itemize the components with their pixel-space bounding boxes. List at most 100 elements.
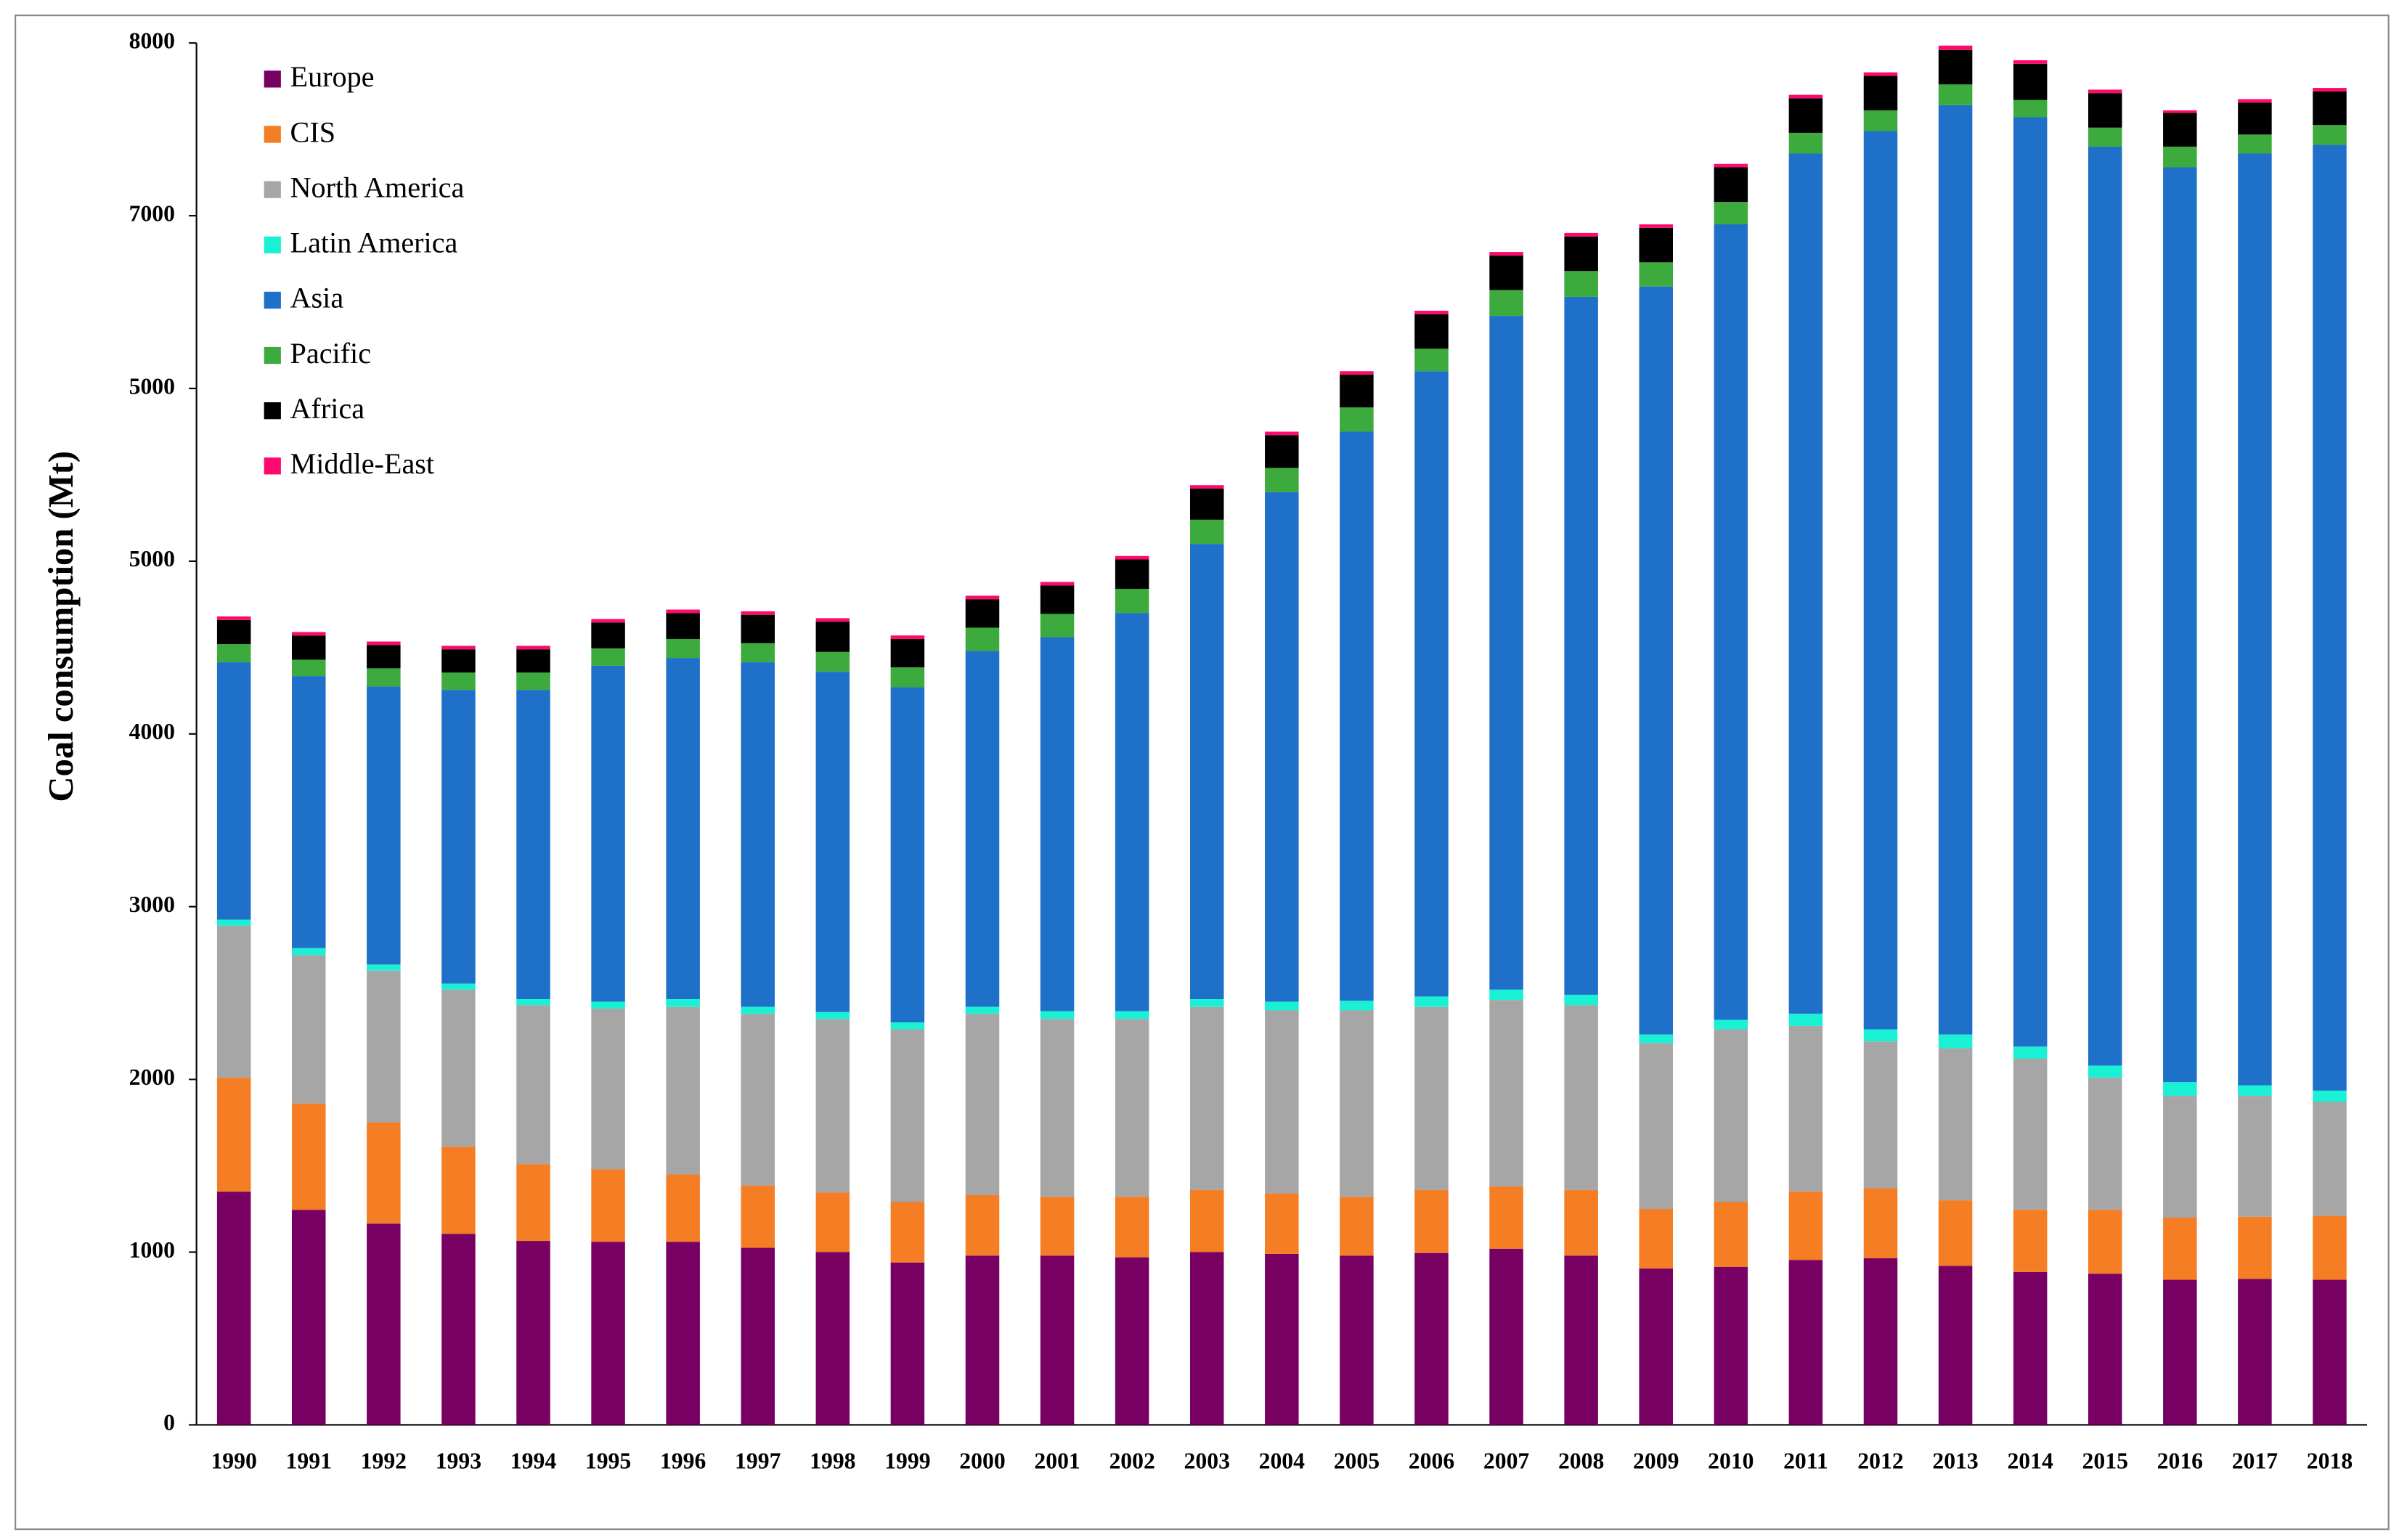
bar-segment [1564, 1255, 1598, 1425]
bar-segment [1714, 163, 1748, 168]
legend-label: Europe [290, 60, 375, 93]
bar-segment [291, 632, 326, 636]
bar-segment [1265, 435, 1299, 468]
bar-segment [216, 644, 251, 663]
bar-segment [815, 672, 850, 1012]
bar-segment [516, 1005, 550, 1165]
bar-segment [1265, 1001, 1299, 1011]
bar-segment [441, 672, 476, 690]
bar-segment [1489, 316, 1523, 990]
bar-segment [1714, 224, 1748, 1020]
bar-segment [367, 970, 401, 1123]
legend-label: Latin America [290, 227, 458, 259]
bar-segment [1788, 1025, 1823, 1192]
bar-segment [367, 964, 401, 971]
bar-segment [2088, 89, 2122, 94]
bar-segment [291, 635, 326, 660]
bar-segment [2088, 1077, 2122, 1210]
bar-segment [666, 1006, 700, 1175]
bar-segment [741, 643, 775, 663]
bar-segment [815, 1019, 850, 1193]
bar-segment [2313, 125, 2347, 145]
bar-segment [591, 1242, 625, 1425]
bar-segment [367, 686, 401, 965]
bar-segment [2238, 1279, 2272, 1425]
bar-segment [2238, 99, 2272, 103]
bar-segment [1938, 105, 1973, 1035]
bar-segment [1564, 1189, 1598, 1256]
bar-segment [666, 658, 700, 999]
bar-segment [2163, 1217, 2197, 1280]
x-tick-label: 2012 [1857, 1449, 1903, 1474]
bar-segment [516, 690, 550, 999]
bar-segment [1564, 1005, 1598, 1190]
x-tick-label: 2007 [1483, 1449, 1530, 1474]
bar-segment [1115, 1257, 1149, 1425]
y-tick-label: 2000 [129, 1064, 175, 1090]
x-tick-label: 1990 [211, 1449, 256, 1474]
bar-segment [2088, 1065, 2122, 1078]
bar-segment [1714, 202, 1748, 225]
bar-segment [1564, 296, 1598, 995]
bar-segment [1265, 1193, 1299, 1254]
bar-segment [1115, 1011, 1149, 1019]
x-tick-label: 2017 [2232, 1449, 2278, 1474]
bar-segment [1265, 431, 1299, 436]
bar-segment [1115, 613, 1149, 1011]
bar-segment [890, 638, 925, 668]
bar-segment [216, 662, 251, 920]
bar-segment [1189, 544, 1224, 999]
bar-segment [1788, 132, 1823, 154]
bar-segment [291, 659, 326, 677]
bar-segment [441, 690, 476, 984]
bar-segment [2013, 117, 2048, 1047]
bar-segment [291, 676, 326, 948]
bar-segment [591, 622, 625, 649]
bar-segment [666, 613, 700, 639]
bar-segment [1788, 1014, 1823, 1026]
x-tick-label: 2000 [959, 1449, 1005, 1474]
bar-segment [2013, 1271, 2048, 1425]
bar-segment [1714, 1029, 1748, 1202]
bar-segment [1040, 1011, 1075, 1019]
bar-segment [1863, 110, 1898, 131]
bar-segment [441, 1234, 476, 1425]
bar-segment [1189, 519, 1224, 545]
bar-segment [965, 1014, 1000, 1195]
bar-segment [2013, 99, 2048, 118]
x-tick-label: 2002 [1109, 1449, 1154, 1474]
bar-segment [1938, 1034, 1973, 1048]
bar-segment [2313, 144, 2347, 1091]
bar-segment [2088, 93, 2122, 128]
chart-border [15, 15, 2390, 1531]
legend-label: North America [290, 171, 465, 203]
bar-segment [965, 599, 1000, 628]
bar-segment [1938, 84, 1973, 105]
bar-segment [2163, 167, 2197, 1083]
bar-segment [741, 611, 775, 615]
bar-segment [1863, 1188, 1898, 1258]
legend-swatch [264, 236, 281, 253]
bar-segment [1639, 1268, 1673, 1425]
bar-segment [441, 983, 476, 990]
bar-segment [890, 687, 925, 1023]
bar-segment [367, 645, 401, 669]
bar-segment [1788, 1260, 1823, 1425]
bar-segment [1115, 555, 1149, 560]
bar-segment [666, 1242, 700, 1425]
x-tick-label: 1992 [361, 1449, 407, 1474]
x-tick-label: 2009 [1633, 1449, 1679, 1474]
bar-segment [2238, 1216, 2272, 1279]
bar-segment [1040, 582, 1075, 586]
x-tick-label: 1994 [510, 1449, 557, 1474]
bar-segment [1938, 45, 1973, 50]
bar-segment [1189, 1189, 1224, 1252]
bar-segment [1714, 167, 1748, 203]
bar-segment [1639, 1043, 1673, 1210]
bar-segment [367, 1223, 401, 1425]
bar-segment [965, 595, 1000, 600]
bar-segment [1189, 1252, 1224, 1425]
bar-segment [1115, 588, 1149, 614]
bar-segment [1938, 1048, 1973, 1201]
